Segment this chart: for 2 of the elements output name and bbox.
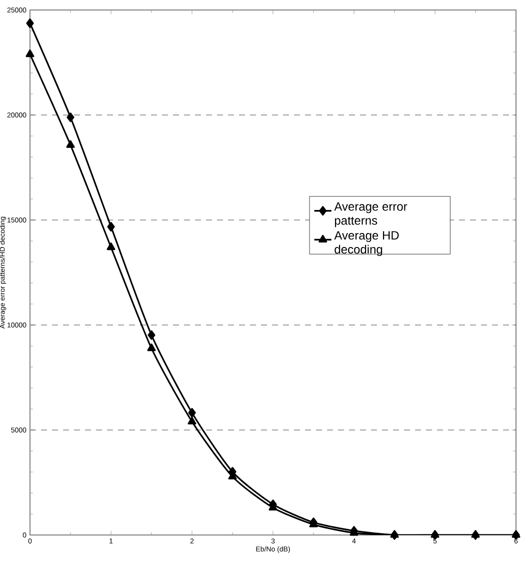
legend-label: Average HD decoding bbox=[334, 231, 399, 256]
legend-label: Average error patterns bbox=[334, 202, 408, 228]
